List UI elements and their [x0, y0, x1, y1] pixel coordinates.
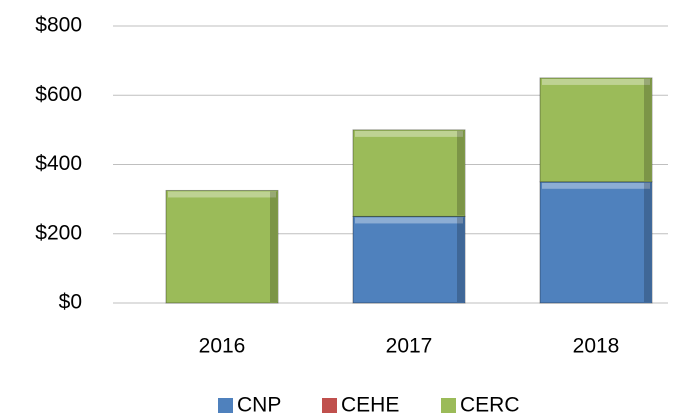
- bar-shade: [644, 182, 651, 302]
- bar-shade: [457, 217, 464, 302]
- y-tick-label: $0: [59, 291, 82, 314]
- y-tick-label: $200: [35, 221, 82, 244]
- bar-bevel: [355, 217, 463, 224]
- y-tick-label: $600: [35, 83, 82, 106]
- x-tick-label: 2017: [386, 335, 433, 358]
- legend-swatch: [322, 398, 337, 413]
- bar-segment: [539, 77, 653, 183]
- legend-swatch: [441, 398, 456, 413]
- x-tick-label: 2016: [199, 335, 246, 358]
- bar-bevel: [355, 130, 463, 137]
- legend-label: CEHE: [341, 394, 399, 417]
- bar-bevel: [542, 78, 650, 85]
- bar-segment: [165, 189, 279, 304]
- legend-swatch: [218, 398, 233, 413]
- bar-segment: [539, 181, 653, 304]
- legend-label: CNP: [237, 394, 281, 417]
- x-tick-label: 2018: [573, 335, 620, 358]
- bar-segment: [352, 129, 466, 217]
- bar-shade: [270, 191, 277, 302]
- bar-shade: [644, 78, 651, 181]
- y-tick-label: $800: [35, 14, 82, 37]
- bar-segment: [352, 215, 466, 304]
- bar-bevel: [168, 191, 276, 198]
- bar-bevel: [542, 182, 650, 189]
- legend-label: CERC: [460, 394, 520, 417]
- bar-shade: [457, 130, 464, 216]
- y-tick-label: $400: [35, 152, 82, 175]
